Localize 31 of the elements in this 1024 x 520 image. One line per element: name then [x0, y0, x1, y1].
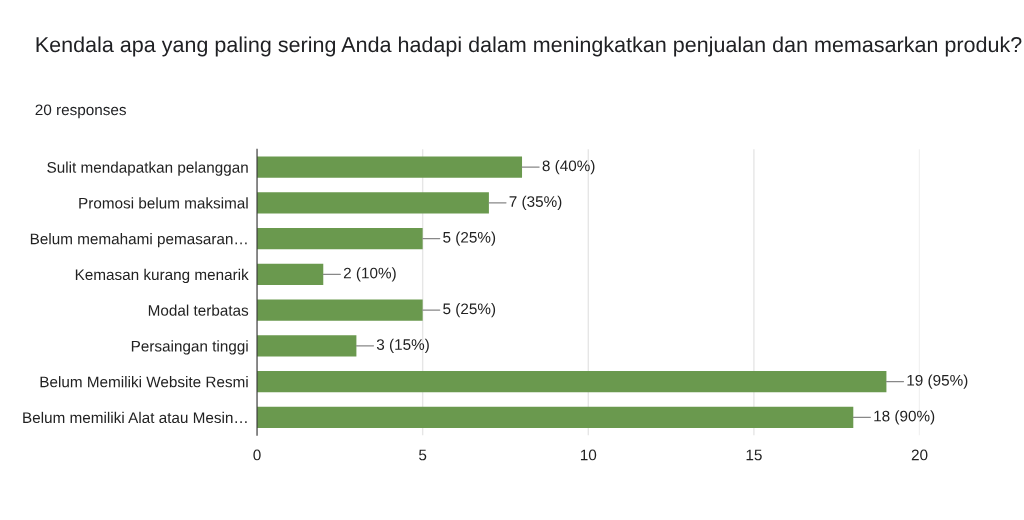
y-tick-label: Belum memiliki Alat atau Mesin…	[23, 411, 247, 424]
y-tick-label: Belum Memiliki Website Resmi	[40, 376, 248, 388]
data-label: 5 (25%)	[443, 231, 496, 246]
data-label: 18 (90%)	[874, 410, 935, 425]
data-label: 19 (95%)	[907, 374, 968, 389]
bar	[257, 335, 357, 357]
bar	[257, 192, 489, 214]
y-tick-label: Promosi belum maksimal	[79, 197, 248, 209]
x-tick-label: 10	[580, 449, 597, 461]
bar	[257, 227, 423, 250]
y-tick-label: Persaingan tinggi	[131, 340, 248, 355]
bar	[257, 263, 324, 286]
data-label: 5 (25%)	[443, 302, 496, 318]
y-tick-label: Modal terbatas	[148, 304, 249, 316]
y-tick-label: Belum memahami pemasaran…	[30, 233, 247, 248]
data-label: 7 (35%)	[509, 195, 562, 210]
y-tick-label: Kemasan kurang menarik	[75, 268, 249, 284]
bar	[257, 406, 854, 429]
x-tick-label: 20	[911, 449, 928, 461]
data-label: 2 (10%)	[343, 267, 396, 282]
bar	[257, 156, 523, 178]
x-tick-label: 15	[746, 449, 762, 461]
x-tick-label: 5	[419, 449, 427, 461]
chart-title: Kendala apa yang paling sering Anda hadapi dalam meningkatkan penjualan dan memasarkan produk?	[36, 36, 1022, 57]
data-label: 8 (40%)	[542, 159, 595, 175]
data-label: 3 (15%)	[376, 338, 429, 353]
x-tick-label: 0	[253, 449, 261, 461]
bar	[257, 370, 887, 393]
y-tick-label: Sulit mendapatkan pelanggan	[47, 161, 248, 176]
text: 20 responses	[35, 104, 126, 119]
bar	[257, 299, 423, 321]
